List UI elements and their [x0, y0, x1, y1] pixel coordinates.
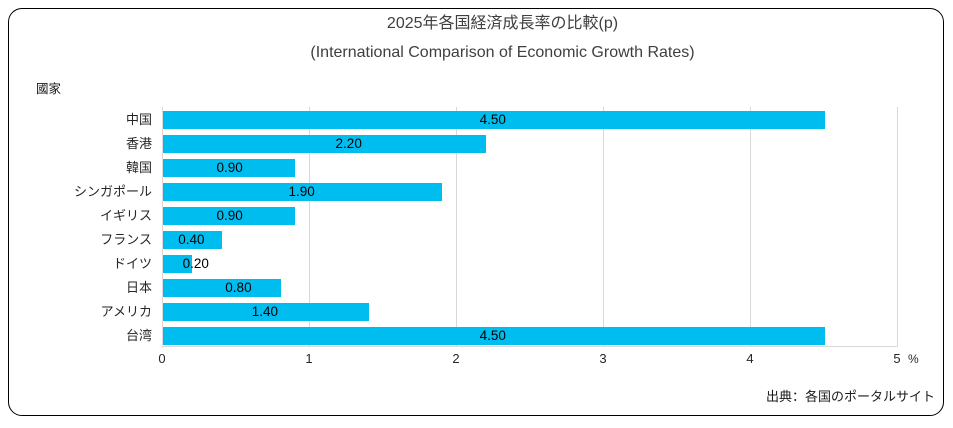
x-tick-label: 5: [893, 351, 901, 366]
bar-value-label: 4.50: [479, 112, 506, 127]
gridline: [309, 107, 310, 346]
value-axis-unit-label: %: [908, 352, 919, 366]
gridline: [162, 107, 163, 346]
bar-value-label: 0.40: [178, 232, 205, 247]
x-tick-label: 4: [746, 351, 754, 366]
category-axis-title: 國家: [36, 82, 62, 96]
bar: [163, 255, 192, 273]
bar: [163, 159, 295, 177]
bar: [163, 303, 369, 321]
category-label: 台湾: [125, 328, 152, 343]
bar-value-label: 0.80: [225, 280, 252, 295]
category-label: ドイツ: [112, 256, 152, 271]
bar-value-label: 4.50: [479, 328, 506, 343]
category-label: イギリス: [99, 208, 152, 223]
bar-value-label: 1.40: [251, 304, 279, 319]
bar: [163, 183, 442, 201]
gridline: [897, 107, 898, 346]
chart-subtitle: (International Comparison of Economic Gr…: [310, 44, 695, 61]
category-label: 中国: [125, 112, 152, 127]
source-note: 出典：各国のポータルサイト: [765, 389, 935, 404]
category-label: シンガポール: [73, 184, 152, 199]
category-label: 韓国: [125, 160, 152, 175]
bar: [163, 111, 825, 129]
x-tick-label: 2: [452, 351, 460, 366]
bar: [163, 279, 281, 297]
category-label: フランス: [100, 232, 152, 247]
bar-value-label: 2.20: [335, 136, 362, 151]
category-label: アメリカ: [100, 304, 152, 319]
bar-value-label: 0.20: [182, 256, 209, 271]
x-axis-line: [162, 346, 898, 347]
bar: [163, 135, 486, 153]
gridline: [603, 107, 604, 346]
x-tick-label: 1: [305, 351, 313, 366]
x-tick-label: 0: [158, 351, 166, 366]
gridline: [750, 107, 751, 346]
bar-value-label: 1.90: [288, 184, 315, 199]
bar: [163, 327, 825, 345]
bar: [163, 207, 295, 225]
bar-value-label: 0.90: [216, 160, 243, 175]
chart-title: 2025年各国経済成長率の比較(p): [386, 15, 619, 32]
chart-plot-area: 4.50 2.20 0.90 1.90 0.90 0.40 0.20 0.80 1.40 4.50: [162, 107, 898, 347]
category-label: 日本: [125, 280, 152, 295]
bar-value-label: 0.90: [216, 208, 243, 223]
bar: [163, 231, 222, 249]
x-tick-label: 3: [599, 351, 607, 366]
category-label: 香港: [125, 136, 152, 151]
gridline: [456, 107, 457, 346]
